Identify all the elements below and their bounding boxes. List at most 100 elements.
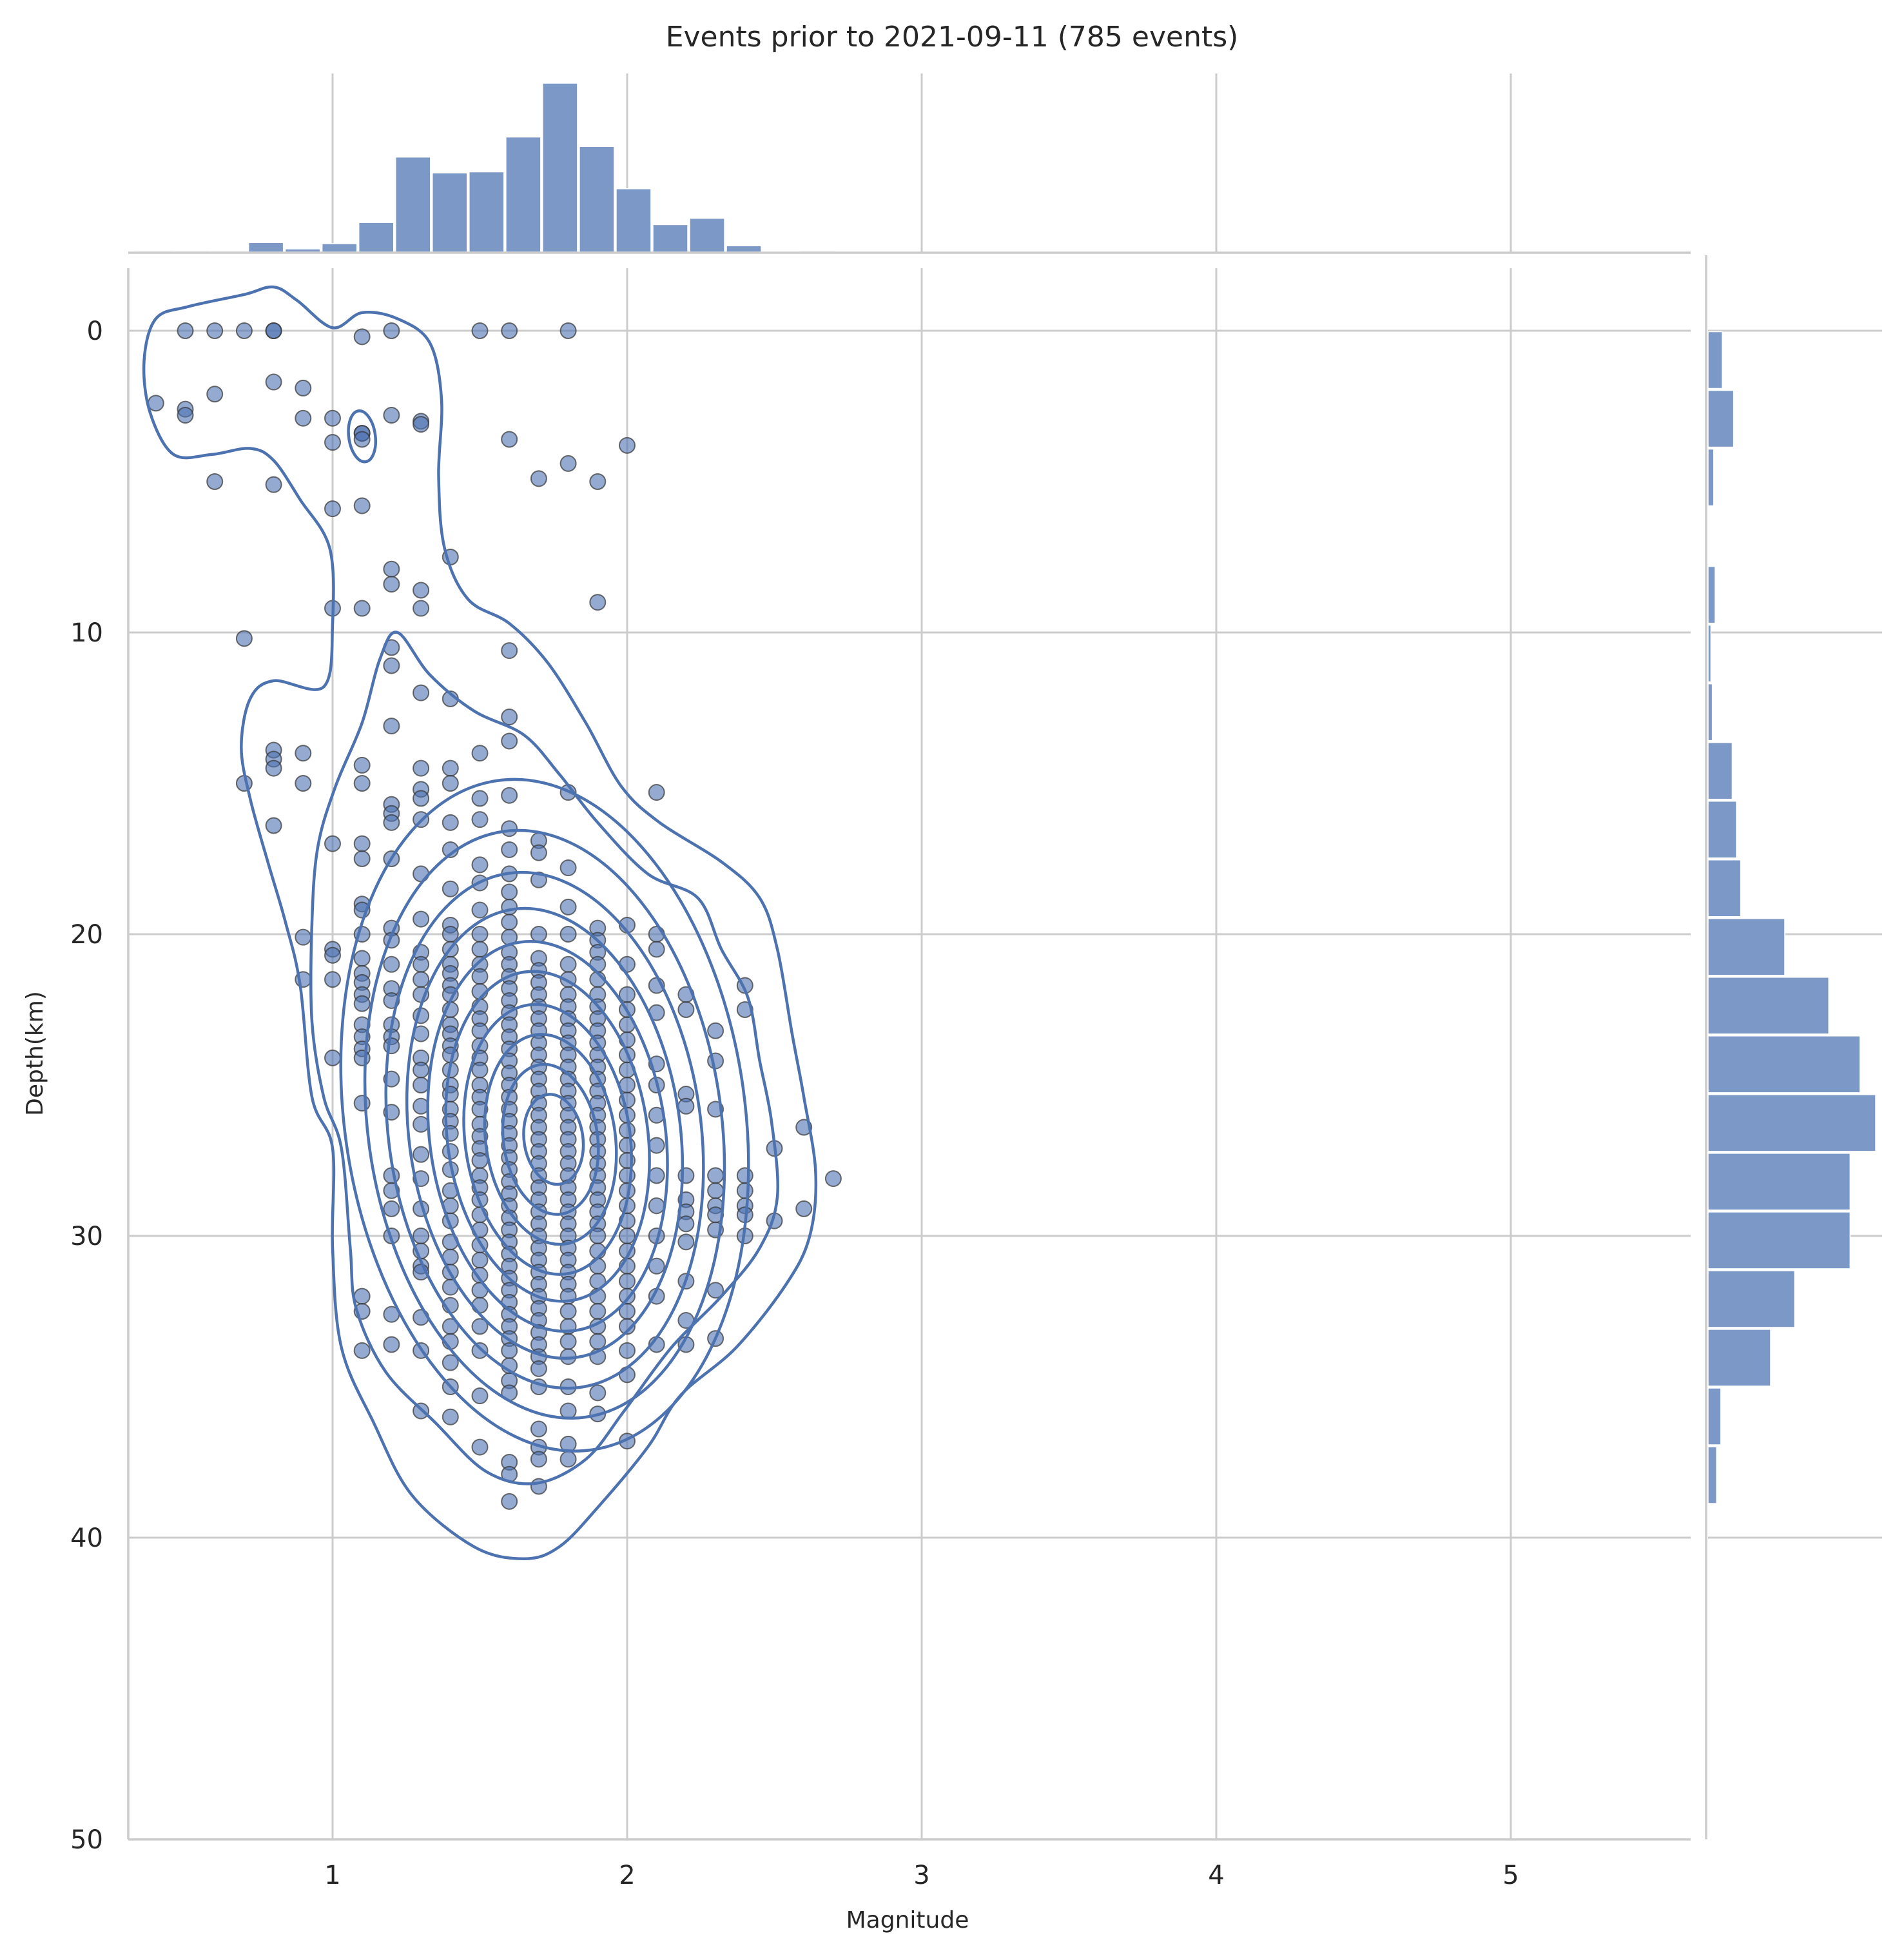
scatter-point bbox=[295, 775, 312, 792]
scatter-point bbox=[648, 1197, 665, 1215]
magnitude-histogram-bar bbox=[432, 172, 468, 253]
scatter-point bbox=[589, 1303, 607, 1320]
scatter-point bbox=[471, 941, 489, 958]
kde-contour-line bbox=[142, 285, 818, 1561]
scatter-point bbox=[353, 950, 371, 967]
scatter-point bbox=[501, 642, 518, 660]
scatter-point bbox=[471, 901, 489, 919]
scatter-point bbox=[736, 1167, 753, 1184]
x-tick-label: 4 bbox=[1208, 1861, 1224, 1890]
scatter-point bbox=[619, 955, 636, 973]
scatter-point bbox=[206, 322, 224, 339]
scatter-point bbox=[471, 926, 489, 943]
scatter-point bbox=[413, 955, 430, 973]
scatter-point bbox=[471, 1438, 489, 1456]
depth-histogram-bar bbox=[1707, 1035, 1861, 1093]
scatter-point bbox=[353, 1095, 371, 1112]
scatter-point bbox=[677, 1167, 695, 1184]
scatter-point bbox=[295, 745, 312, 762]
scatter-point bbox=[413, 1228, 430, 1244]
depth-histogram-bar bbox=[1707, 565, 1716, 624]
axis-spines bbox=[127, 251, 1707, 1841]
scatter-point bbox=[501, 787, 518, 804]
x-tick-label: 5 bbox=[1502, 1861, 1519, 1890]
scatter-point bbox=[413, 790, 430, 807]
scatter-point bbox=[559, 455, 577, 472]
scatter-point bbox=[324, 971, 341, 988]
magnitude-histogram bbox=[137, 83, 835, 253]
scatter-point bbox=[589, 473, 607, 490]
magnitude-histogram-bar bbox=[689, 217, 725, 253]
y-axis-label: Depth(km) bbox=[22, 991, 48, 1116]
scatter-point bbox=[471, 811, 489, 828]
depth-histogram-bar bbox=[1707, 1211, 1851, 1269]
scatter-point bbox=[353, 995, 371, 1012]
scatter-point bbox=[589, 1333, 607, 1350]
kde-contour-line bbox=[339, 778, 750, 1453]
scatter-point bbox=[471, 745, 489, 762]
scatter-point bbox=[530, 1451, 547, 1468]
scatter-point bbox=[707, 1182, 724, 1199]
scatter-point bbox=[324, 946, 341, 964]
scatter-point bbox=[265, 759, 282, 777]
scatter-point bbox=[383, 955, 400, 973]
scatter-point bbox=[413, 684, 430, 701]
scatter-point bbox=[413, 1061, 430, 1079]
scatter-point bbox=[324, 835, 341, 852]
scatter-point bbox=[413, 582, 430, 599]
magnitude-histogram-bar bbox=[469, 171, 505, 253]
scatter-point bbox=[442, 759, 459, 777]
x-axis-label: Magnitude bbox=[846, 1907, 969, 1934]
y-tick-label: 0 bbox=[87, 317, 103, 346]
scatter-point bbox=[147, 395, 164, 412]
scatter-point bbox=[353, 756, 371, 774]
scatter-point bbox=[471, 1342, 489, 1359]
scatter-point bbox=[353, 850, 371, 867]
depth-histogram-bar bbox=[1707, 977, 1830, 1035]
chart-title: Events prior to 2021-09-11 (785 events) bbox=[666, 21, 1239, 54]
scatter-point bbox=[383, 407, 400, 424]
scatter-point bbox=[383, 1200, 400, 1217]
depth-histogram-bar bbox=[1707, 683, 1713, 741]
scatter-point bbox=[824, 1170, 842, 1188]
scatter-point bbox=[413, 1146, 430, 1163]
scatter-point bbox=[442, 775, 459, 792]
scatter-point bbox=[442, 926, 459, 943]
scatter-point bbox=[501, 914, 518, 931]
scatter-point bbox=[235, 630, 253, 647]
depth-histogram-bar bbox=[1707, 1153, 1851, 1211]
scatter-point bbox=[707, 1022, 724, 1039]
scatter-point bbox=[559, 1451, 577, 1468]
scatter-point bbox=[442, 1408, 459, 1425]
scatter-point bbox=[324, 500, 341, 518]
scatter-point bbox=[559, 1333, 577, 1350]
scatter-point bbox=[471, 1061, 489, 1079]
scatter-point bbox=[442, 880, 459, 897]
scatter-point bbox=[295, 928, 312, 946]
scatter-point bbox=[736, 1182, 753, 1199]
scatter-point bbox=[501, 431, 518, 448]
scatter-point bbox=[501, 841, 518, 858]
scatter-point bbox=[265, 817, 282, 834]
scatter-point bbox=[559, 1402, 577, 1420]
magnitude-histogram-bar bbox=[579, 146, 615, 253]
magnitude-histogram-bar bbox=[358, 222, 394, 253]
y-tick-label: 10 bbox=[70, 618, 103, 648]
y-tick-label: 50 bbox=[70, 1825, 103, 1855]
scatter-point bbox=[530, 1420, 547, 1438]
scatter-point bbox=[177, 322, 194, 339]
scatter-point bbox=[501, 709, 518, 726]
scatter-point bbox=[619, 436, 636, 454]
scatter-point bbox=[471, 856, 489, 874]
scatter-point bbox=[383, 1336, 400, 1353]
scatter-point bbox=[501, 820, 518, 837]
x-tick-label: 1 bbox=[324, 1861, 340, 1890]
depth-histogram-bar bbox=[1707, 1387, 1722, 1445]
scatter-point bbox=[383, 657, 400, 674]
magnitude-histogram-bar bbox=[505, 136, 541, 253]
kde-contour-line bbox=[522, 1093, 585, 1186]
magnitude-histogram-bar bbox=[321, 243, 358, 253]
x-tick-labels: 1 2 3 4 5 bbox=[324, 1861, 1519, 1890]
scatter-point bbox=[413, 971, 430, 988]
y-tick-label: 20 bbox=[70, 920, 103, 950]
